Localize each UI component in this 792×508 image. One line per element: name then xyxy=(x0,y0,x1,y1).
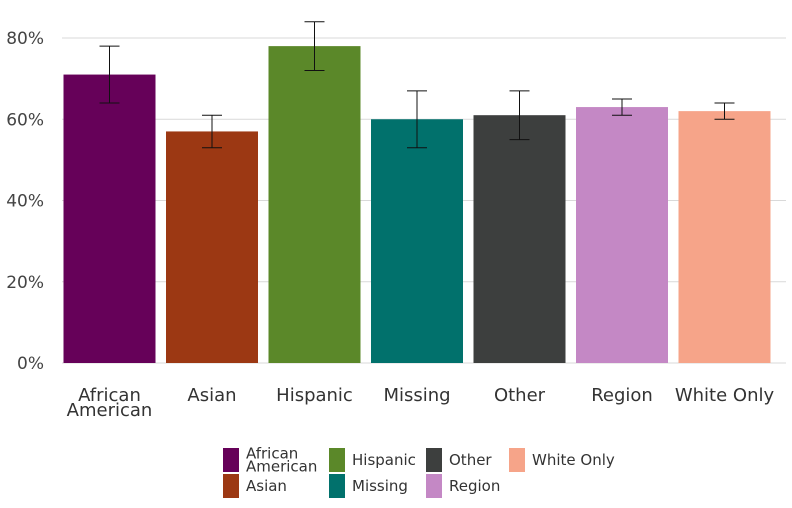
legend-label: African American xyxy=(246,445,317,476)
error-bar xyxy=(612,98,632,116)
x-tick-label: Asian xyxy=(187,385,236,406)
y-tick-label: 60% xyxy=(6,110,44,130)
error-bars xyxy=(99,21,735,149)
error-bar xyxy=(509,90,530,141)
legend-item: Asian xyxy=(223,474,287,498)
legend-item: White Only xyxy=(509,448,615,472)
bar xyxy=(63,74,156,363)
bar xyxy=(473,115,566,363)
x-tick-label: Hispanic xyxy=(276,385,353,406)
legend-label: Other xyxy=(449,451,492,469)
x-tick-label: Missing xyxy=(383,385,450,406)
y-tick-label: 80% xyxy=(6,29,44,49)
legend-swatch xyxy=(509,448,525,472)
legend-swatch xyxy=(426,474,442,498)
legend-item: Missing xyxy=(329,474,408,498)
x-tick-label: Region xyxy=(591,385,653,406)
legend-swatch xyxy=(329,474,345,498)
error-bar xyxy=(99,45,120,104)
legend-label: Hispanic xyxy=(352,451,416,469)
x-tick-label: Other xyxy=(494,385,546,406)
legend-item: Hispanic xyxy=(329,448,416,472)
bar xyxy=(371,119,463,363)
y-tick-label: 40% xyxy=(6,192,44,212)
legend-item: African American xyxy=(223,445,317,476)
legend-label: Asian xyxy=(246,477,287,495)
y-tick-label: 20% xyxy=(6,273,44,293)
legend-swatch xyxy=(223,448,239,472)
bar xyxy=(166,131,258,363)
legend-swatch xyxy=(426,448,442,472)
x-tick-label: African American xyxy=(67,385,153,421)
bar xyxy=(268,46,361,363)
x-axis-labels: African American Asian Hispanic Missing Other… xyxy=(67,385,775,421)
legend-item: Region xyxy=(426,474,500,498)
legend-label: Missing xyxy=(352,477,408,495)
legend-swatch xyxy=(329,448,345,472)
legend-label: White Only xyxy=(532,451,615,469)
y-axis-ticks: 0% 20% 40% 60% 80% xyxy=(6,29,44,374)
legend-label: Region xyxy=(449,477,500,495)
error-bar xyxy=(714,102,735,120)
error-bar xyxy=(202,114,222,149)
legend-item: Other xyxy=(426,448,492,472)
y-tick-label: 0% xyxy=(17,354,44,374)
x-tick-label: White Only xyxy=(675,385,775,406)
bar xyxy=(678,111,771,363)
error-bar xyxy=(304,21,325,71)
legend-swatch xyxy=(223,474,239,498)
bars xyxy=(63,46,771,363)
bar xyxy=(576,107,668,363)
error-bar xyxy=(407,90,427,149)
